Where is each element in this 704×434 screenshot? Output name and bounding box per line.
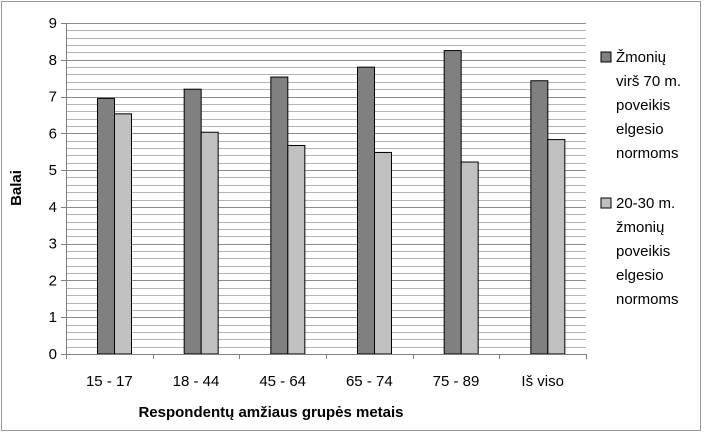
bar-series2-5 — [460, 161, 479, 355]
y-tick-label: 9 — [49, 15, 57, 32]
legend-label-series1: virš 70 m. — [616, 73, 681, 90]
legend-label-series1: elgesio — [616, 121, 664, 138]
bar-series2-3 — [287, 144, 306, 355]
x-tick-label: 45 - 64 — [259, 373, 306, 390]
legend-swatch-series1 — [600, 51, 612, 63]
bar-series2-6 — [547, 139, 566, 355]
x-axis-title: Respondentų amžiaus grupės metais — [138, 404, 403, 421]
legend-label-series2: poveikis — [616, 243, 670, 260]
legend-label-series1: poveikis — [616, 97, 670, 114]
legend-label-series2: žmonių — [616, 219, 664, 236]
y-tick-label: 7 — [49, 89, 57, 106]
x-tick-label: 65 - 74 — [346, 373, 393, 390]
legend-label-series2: normoms — [616, 291, 679, 308]
y-tick-label: 1 — [49, 309, 57, 326]
x-tick-label: 15 - 17 — [86, 373, 133, 390]
bar-series2-4 — [374, 151, 392, 355]
y-axis-title: Balai — [8, 170, 25, 206]
y-tick-label: 0 — [49, 346, 57, 363]
legend-label-series2: elgesio — [616, 267, 664, 284]
bar-series1-3 — [270, 76, 289, 355]
x-tick-label: 75 - 89 — [433, 373, 480, 390]
y-tick-label: 6 — [49, 125, 57, 142]
bar-series1-1 — [97, 97, 115, 355]
x-tick-label: 18 - 44 — [173, 373, 220, 390]
legend-label-series1: Žmonių — [616, 49, 666, 66]
legend-label-series1: normoms — [616, 145, 679, 162]
y-tick-label: 5 — [49, 162, 57, 179]
y-tick-label: 4 — [49, 199, 57, 216]
bar-series1-2 — [183, 88, 202, 355]
legend-swatch-series2 — [600, 197, 612, 209]
y-tick-label: 3 — [49, 236, 57, 253]
bar-series1-5 — [443, 50, 462, 355]
legend-label-series2: 20-30 m. — [616, 195, 675, 212]
bar-series1-4 — [357, 66, 375, 355]
y-tick-label: 8 — [49, 52, 57, 69]
bar-series2-1 — [114, 113, 132, 355]
bar-series2-2 — [200, 131, 219, 355]
bar-series1-6 — [530, 80, 549, 355]
y-tick-label: 2 — [49, 272, 57, 289]
x-tick-label: Iš viso — [521, 373, 564, 390]
